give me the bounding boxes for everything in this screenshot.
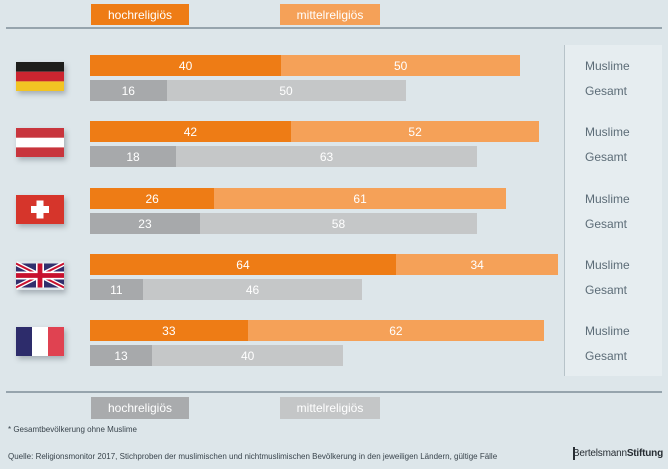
united-kingdom-gesamt-bar-value: 11 — [110, 282, 123, 297]
austria-gesamt-bar-value: 18 — [126, 149, 140, 164]
france-muslime-bar-value: 33 — [162, 323, 176, 338]
austria-gesamt-bar-value: 63 — [319, 149, 334, 164]
austria-muslime-bar-value: 42 — [183, 124, 198, 139]
bertelsmann-stiftung-logo: Bertelsmann Stiftung — [572, 447, 663, 460]
switzerland-gesamt-bar-segment-mittelreligiös: 58 — [199, 213, 478, 234]
switzerland-gesamt-label: Gesamt — [585, 217, 628, 231]
france-gesamt-label: Gesamt — [585, 349, 628, 363]
france-muslime-label: Muslime — [585, 324, 630, 338]
france-gesamt-bar-value: 40 — [241, 348, 255, 363]
france-gesamt-bar-segment-mittelreligiös: 40 — [152, 345, 344, 366]
logo-bar-icon — [572, 447, 575, 460]
switzerland-gesamt-bar-segment-hochreligiös: 23 — [90, 213, 200, 234]
germany-muslime-bar-value: 50 — [394, 58, 408, 73]
united-kingdom-flag-icon — [16, 261, 64, 290]
france-muslime-bar-segment-mittelreligiös: 62 — [247, 320, 545, 341]
switzerland-muslime-bar-segment-hochreligiös: 26 — [90, 188, 215, 209]
austria-gesamt-label: Gesamt — [585, 150, 628, 164]
source-text: Quelle: Religionsmonitor 2017, Stichprob… — [8, 452, 498, 461]
germany-gesamt-bar-value: 16 — [121, 83, 135, 98]
united-kingdom-muslime-bar-segment-hochreligiös: 64 — [90, 254, 396, 275]
germany-muslime-bar-segment-mittelreligiös: 50 — [281, 55, 521, 76]
austria-muslime-bar-value: 52 — [408, 124, 422, 139]
united-kingdom-muslime-bar: 64 34 — [90, 254, 559, 275]
legend-bottom-mittelreligioes-label: mittelreligiös — [296, 401, 364, 415]
legend-bottom-hochreligioes: hochreligiös — [91, 397, 189, 419]
switzerland-gesamt-bar-value: 58 — [331, 216, 346, 231]
bottom-divider-line — [6, 391, 662, 393]
legend-top-hochreligioes-label: hochreligiös — [107, 7, 173, 22]
austria-muslime-bar: 42 52 — [90, 121, 540, 142]
germany-muslime-label: Muslime — [585, 59, 630, 73]
switzerland-muslime-bar-segment-mittelreligiös: 61 — [214, 188, 506, 209]
austria-flag-icon — [16, 128, 64, 157]
switzerland-gesamt-bar: 23 58 — [90, 213, 478, 234]
united-kingdom-gesamt-bar-segment-mittelreligiös: 46 — [142, 279, 363, 300]
footnote: * Gesamtbevölkerung ohne Muslime — [8, 425, 137, 434]
france-gesamt-bar-value: 13 — [114, 348, 128, 363]
austria-gesamt-bar-segment-mittelreligiös: 63 — [176, 146, 478, 167]
germany-flag-icon — [16, 62, 64, 91]
legend-bottom-mittelreligioes: mittelreligiös — [280, 397, 380, 419]
germany-muslime-bar: 40 50 — [90, 55, 521, 76]
switzerland-muslime-bar: 26 61 — [90, 188, 506, 209]
united-kingdom-gesamt-bar-value: 46 — [245, 282, 260, 297]
legend-top-mittelreligioes-label: mittelreligiös — [296, 7, 364, 22]
logo-part-stiftung: Stiftung — [626, 448, 663, 459]
united-kingdom-gesamt-bar: 11 46 — [90, 279, 363, 300]
united-kingdom-muslime-label: Muslime — [585, 258, 630, 272]
germany-gesamt-label: Gesamt — [585, 84, 628, 98]
germany-gesamt-bar: 16 50 — [90, 80, 406, 101]
united-kingdom-muslime-bar-segment-mittelreligiös: 34 — [395, 254, 559, 275]
austria-gesamt-bar-segment-hochreligiös: 18 — [90, 146, 176, 167]
labels-column-background — [565, 45, 662, 376]
austria-gesamt-bar: 18 63 — [90, 146, 478, 167]
germany-gesamt-bar-segment-mittelreligiös: 50 — [166, 80, 406, 101]
germany-gesamt-bar-value: 50 — [279, 83, 293, 98]
switzerland-gesamt-bar-value: 23 — [138, 216, 152, 231]
germany-gesamt-bar-segment-hochreligiös: 16 — [90, 80, 167, 101]
switzerland-muslime-bar-value: 61 — [353, 191, 367, 206]
logo-part-bertelsmann: Bertelsmann — [572, 448, 627, 459]
germany-muslime-bar-value: 40 — [178, 58, 193, 73]
top-divider-line — [6, 27, 662, 29]
labels-separator-line — [564, 45, 565, 376]
switzerland-flag-icon — [16, 195, 64, 224]
germany-muslime-bar-segment-hochreligiös: 40 — [90, 55, 282, 76]
france-gesamt-bar: 13 40 — [90, 345, 344, 366]
united-kingdom-muslime-bar-value: 34 — [470, 257, 484, 272]
france-muslime-bar-segment-hochreligiös: 33 — [90, 320, 248, 341]
legend-top-mittelreligioes: mittelreligiös — [280, 4, 380, 25]
switzerland-muslime-bar-value: 26 — [145, 191, 159, 206]
united-kingdom-muslime-bar-value: 64 — [236, 257, 250, 272]
france-muslime-bar-value: 62 — [389, 323, 403, 338]
legend-top-hochreligioes: hochreligiös — [91, 4, 189, 25]
austria-muslime-bar-segment-mittelreligiös: 52 — [290, 121, 540, 142]
switzerland-muslime-label: Muslime — [585, 192, 630, 206]
france-muslime-bar: 33 62 — [90, 320, 545, 341]
france-gesamt-bar-segment-hochreligiös: 13 — [90, 345, 153, 366]
france-flag-icon — [16, 327, 64, 356]
austria-muslime-label: Muslime — [585, 125, 630, 139]
austria-muslime-bar-segment-hochreligiös: 42 — [90, 121, 291, 142]
legend-bottom-hochreligioes-label: hochreligiös — [107, 401, 173, 415]
united-kingdom-gesamt-bar-segment-hochreligiös: 11 — [90, 279, 143, 300]
united-kingdom-gesamt-label: Gesamt — [585, 283, 628, 297]
